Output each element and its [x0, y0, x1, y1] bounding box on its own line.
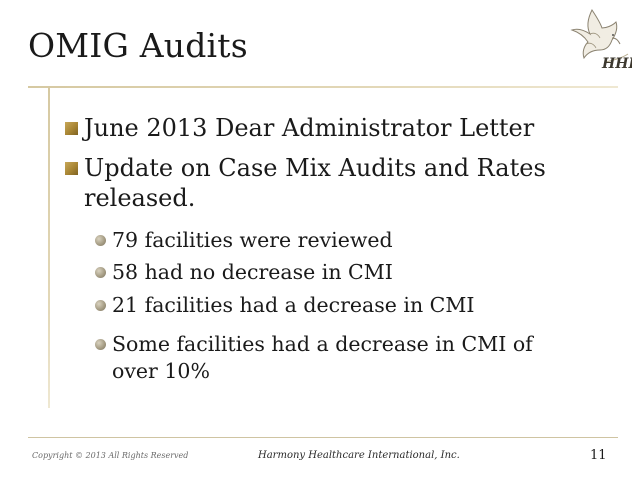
sub-bullet-item: 79 facilities were reviewed	[95, 227, 582, 254]
dove-logo-icon: HHI	[570, 9, 635, 72]
square-bullet-icon	[65, 162, 78, 175]
sub-bullet-item: Some facilities had a decrease in CMI of…	[95, 331, 562, 385]
sub-bullet-text: 58 had no decrease in CMI	[112, 260, 393, 284]
vertical-accent-line	[48, 86, 50, 408]
bullet-item: June 2013 Dear Administrator Letter	[65, 113, 584, 143]
round-bullet-icon	[95, 235, 106, 246]
slide-title: OMIG Audits	[28, 26, 248, 65]
round-bullet-icon	[95, 339, 106, 350]
round-bullet-icon	[95, 267, 106, 278]
round-bullet-icon	[95, 300, 106, 311]
page-number: 11	[590, 448, 607, 463]
sub-bullet-text: 79 facilities were reviewed	[112, 228, 393, 252]
sub-bullet-text: Some facilities had a decrease in CMI of…	[112, 332, 533, 383]
footer-divider	[28, 437, 618, 438]
sub-bullet-item: 21 facilities had a decrease in CMI	[95, 292, 582, 319]
company-logo: HHI	[566, 4, 635, 78]
square-bullet-icon	[65, 122, 78, 135]
bullet-text: Update on Case Mix Audits and Rates rele…	[84, 154, 546, 212]
bullet-item: Update on Case Mix Audits and Rates rele…	[65, 153, 564, 213]
title-divider	[28, 86, 618, 88]
sub-bullet-item: 58 had no decrease in CMI	[95, 259, 582, 286]
sub-bullet-text: 21 facilities had a decrease in CMI	[112, 293, 475, 317]
footer-company: Harmony Healthcare International, Inc.	[258, 450, 460, 461]
logo-text: HHI	[601, 56, 632, 72]
footer-copyright: Copyright © 2013 All Rights Reserved	[32, 451, 189, 460]
bullet-text: June 2013 Dear Administrator Letter	[84, 114, 535, 142]
